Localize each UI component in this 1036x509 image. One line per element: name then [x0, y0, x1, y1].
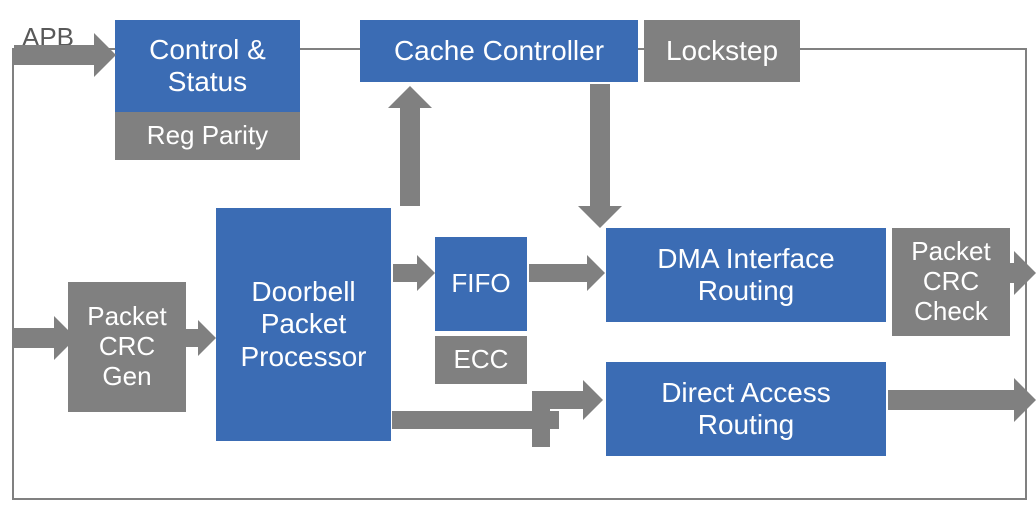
- arrow-dar-out: [888, 390, 1014, 410]
- node-lockstep: Lockstep: [644, 20, 800, 82]
- node-ctrl: Control & Status: [115, 20, 300, 112]
- arrow-dpp-dar-head: [583, 380, 603, 420]
- node-fifo: FIFO: [435, 237, 527, 331]
- diagram-canvas: APB Control & StatusReg ParityCache Cont…: [0, 0, 1036, 509]
- arrow-crc-dpp-head: [198, 320, 216, 356]
- arrow-fifo-dma: [529, 264, 587, 282]
- node-crcgen: Packet CRC Gen: [68, 282, 186, 412]
- arrow-cache-dma-head: [578, 206, 622, 228]
- arrow-crc-in-head: [54, 316, 76, 360]
- arrow-fifo-dma-head: [587, 255, 605, 291]
- arrow-dpp-fifo-head: [417, 255, 435, 291]
- arrow-dpp-cache-head: [388, 86, 432, 108]
- arrow-dar-out-head: [1014, 378, 1036, 422]
- arrow-crc-in: [14, 328, 54, 348]
- node-crcchk: Packet CRC Check: [892, 228, 1010, 336]
- node-parity: Reg Parity: [115, 112, 300, 160]
- node-dar: Direct Access Routing: [606, 362, 886, 456]
- arrow-dpp-dar-h2: [541, 391, 583, 409]
- node-cache: Cache Controller: [360, 20, 638, 82]
- arrow-cache-dma: [590, 84, 610, 206]
- node-ecc: ECC: [435, 336, 527, 384]
- arrow-crcchk-out-head: [1014, 251, 1036, 295]
- arrow-dpp-fifo: [393, 264, 417, 282]
- arrow-crc-dpp: [184, 329, 198, 347]
- arrow-apb-in: [14, 45, 94, 65]
- node-dpp: Doorbell Packet Processor: [216, 208, 391, 441]
- arrow-apb-in-head: [94, 33, 116, 77]
- arrow-dpp-cache: [400, 108, 420, 206]
- node-dma: DMA Interface Routing: [606, 228, 886, 322]
